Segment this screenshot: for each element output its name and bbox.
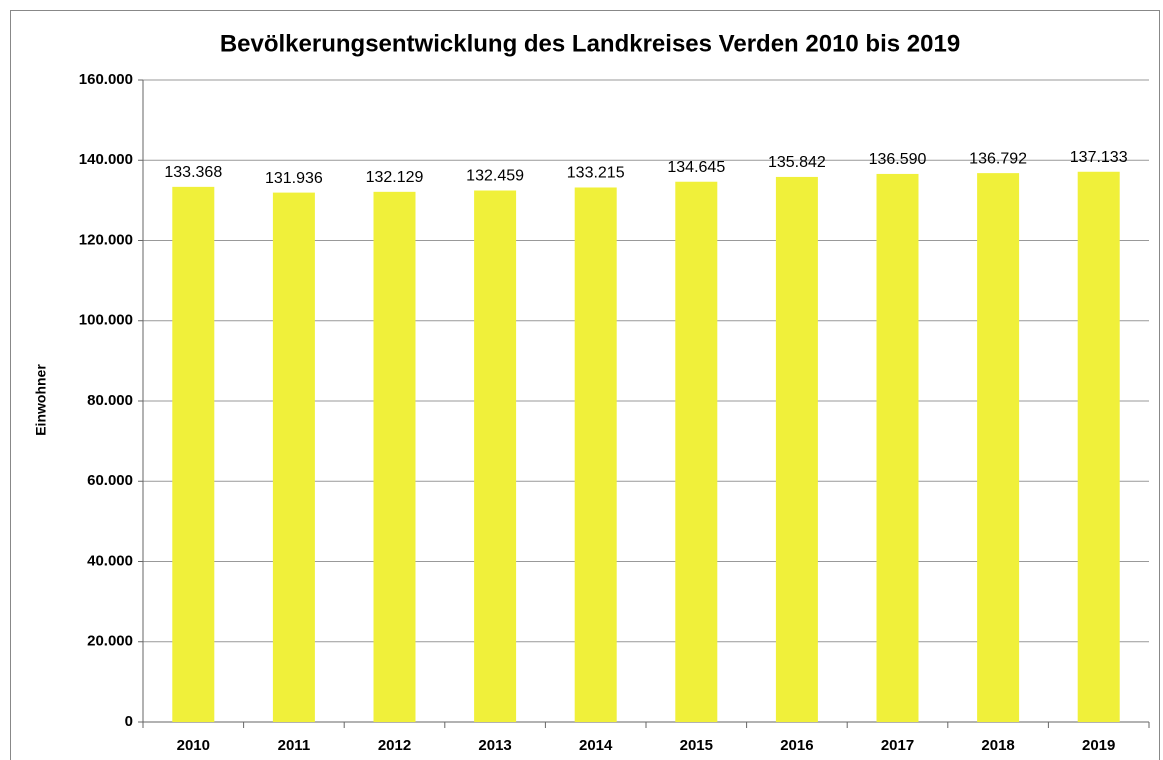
y-tick-label: 80.000 [87, 392, 133, 409]
x-tick-label: 2018 [981, 737, 1014, 754]
x-tick-label: 2010 [177, 737, 210, 754]
value-label: 132.459 [466, 168, 524, 185]
x-tick-label: 2012 [378, 737, 411, 754]
value-label: 137.133 [1070, 149, 1128, 166]
y-axis-label: Einwohner [33, 364, 49, 436]
y-tick-label: 140.000 [79, 151, 133, 168]
y-tick-label: 120.000 [79, 231, 133, 248]
y-tick-label: 40.000 [87, 552, 133, 569]
x-tick-label: 2016 [780, 737, 813, 754]
value-label: 131.936 [265, 170, 323, 187]
value-label: 135.842 [768, 154, 826, 171]
x-tick-label: 2011 [278, 737, 311, 754]
value-label: 132.129 [366, 169, 424, 186]
bar [474, 190, 517, 723]
bar [172, 186, 215, 722]
bar [876, 173, 919, 723]
value-label: 133.368 [164, 164, 222, 181]
y-tick-label: 60.000 [87, 472, 133, 489]
y-tick-label: 100.000 [79, 312, 133, 329]
bar [775, 176, 818, 723]
value-label: 133.215 [567, 165, 625, 182]
bar [675, 181, 718, 722]
bar [1077, 171, 1120, 722]
x-tick-label: 2014 [579, 737, 613, 754]
x-tick-label: 2019 [1082, 737, 1115, 754]
x-tick-label: 2017 [881, 737, 914, 754]
value-label: 136.792 [969, 150, 1027, 167]
x-tick-label: 2015 [680, 737, 713, 754]
bar [977, 173, 1020, 723]
chart-title: Bevölkerungsentwicklung des Landkreises … [220, 30, 960, 57]
x-tick-label: 2013 [478, 737, 511, 754]
bar [272, 192, 315, 722]
bar [373, 191, 416, 722]
y-tick-label: 0 [125, 713, 133, 730]
y-tick-label: 160.000 [79, 71, 133, 88]
value-label: 136.590 [869, 151, 927, 168]
y-tick-label: 20.000 [87, 633, 133, 650]
value-label: 134.645 [667, 159, 725, 176]
bar [574, 187, 617, 723]
